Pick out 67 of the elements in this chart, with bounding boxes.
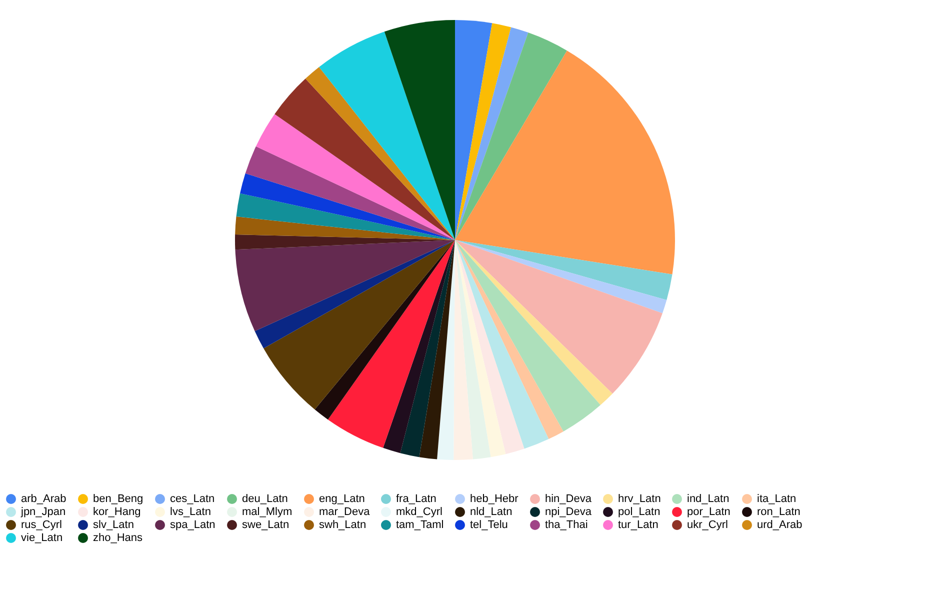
pie-slice: [256, 114, 455, 240]
pie-slice: [254, 240, 455, 348]
pie-slice: [437, 240, 455, 460]
pie-slice: [455, 240, 600, 432]
pie-slice: [455, 32, 567, 240]
pie-slice: [455, 27, 528, 240]
legend-label: hrv_Latn: [618, 493, 661, 505]
legend-label: npi_Deva: [545, 506, 592, 518]
pie-slice: [455, 240, 662, 394]
pie-slice: [455, 50, 675, 274]
pie-slice: [384, 20, 455, 240]
legend-label: hin_Deva: [545, 493, 592, 505]
pie-slice: [400, 240, 455, 458]
legend-label: tur_Latn: [618, 519, 658, 531]
legend-label: ben_Beng: [93, 493, 144, 505]
legend-label: fra_Latn: [396, 493, 436, 505]
legend-label: ita_Latn: [757, 493, 796, 505]
pie-slice: [455, 20, 492, 240]
legend-label: swe_Latn: [242, 519, 290, 531]
pie-slice: [235, 240, 455, 332]
pie-slice: [236, 193, 455, 240]
pie-slice: [455, 240, 549, 449]
legend-label: tel_Telu: [470, 519, 508, 531]
legend-label: mal_Mlym: [242, 506, 292, 518]
pie-slice: [305, 67, 455, 240]
pie-slice: [319, 32, 455, 240]
legend-label: vie_Latn: [21, 532, 63, 544]
legend-label: por_Latn: [687, 506, 730, 518]
legend-label: ind_Latn: [687, 493, 730, 505]
legend-label: urd_Arab: [757, 519, 802, 531]
legend-label: spa_Latn: [170, 519, 216, 531]
pie-slice: [455, 240, 564, 440]
legend-label: eng_Latn: [319, 493, 365, 505]
legend-label: deu_Latn: [242, 493, 288, 505]
legend-label: ces_Latn: [170, 493, 215, 505]
legend-label: zho_Hans: [93, 532, 144, 544]
legend-label: heb_Hebr: [470, 493, 519, 505]
legend-label: mkd_Cyrl: [396, 506, 442, 518]
legend-label: pol_Latn: [618, 506, 660, 518]
legend-label: ukr_Cyrl: [687, 519, 728, 531]
pie-slice: [455, 240, 672, 300]
pie-slice: [240, 173, 455, 240]
legend-label: mar_Deva: [319, 506, 371, 518]
pie-slice: [383, 240, 455, 454]
legend-label: tam_Taml: [396, 519, 444, 531]
pie-slice: [264, 240, 455, 410]
pie-slice: [328, 240, 455, 448]
legend-label: arb_Arab: [21, 493, 66, 505]
legend-label: tha_Thai: [545, 519, 588, 531]
legend-label: rus_Cyrl: [21, 519, 62, 531]
pie-slice: [245, 146, 455, 240]
legend-label: slv_Latn: [93, 519, 134, 531]
pie-slice: [314, 240, 455, 420]
pie-slice: [455, 240, 613, 406]
pie-slice: [274, 78, 455, 240]
pie-slice: [455, 240, 506, 458]
legend-label: lvs_Latn: [170, 506, 211, 518]
legend-label: jpn_Jpan: [20, 506, 66, 518]
legend-label: ron_Latn: [757, 506, 800, 518]
legend-label: nld_Latn: [470, 506, 512, 518]
legend-label: swh_Latn: [319, 519, 366, 531]
pie-slice: [455, 240, 491, 460]
legend-label: kor_Hang: [93, 506, 141, 518]
pie-slice: [455, 240, 667, 314]
pie-slice: [235, 216, 455, 240]
pie-slice: [455, 23, 512, 240]
pie-slice: [419, 240, 455, 460]
